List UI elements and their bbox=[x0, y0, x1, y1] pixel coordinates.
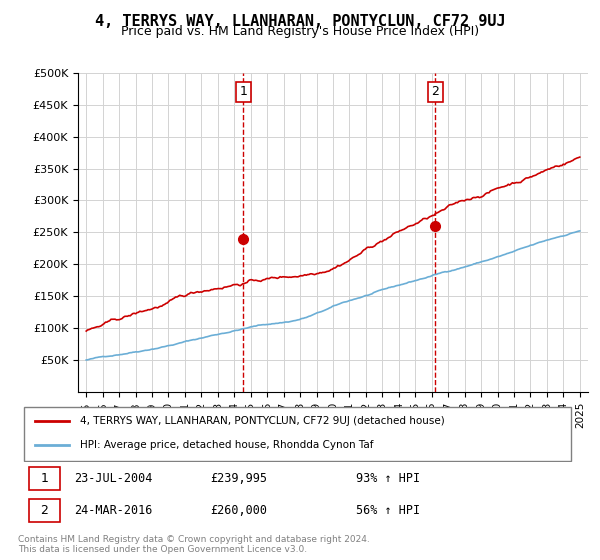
Text: 24-MAR-2016: 24-MAR-2016 bbox=[74, 504, 153, 517]
Text: 1: 1 bbox=[41, 472, 49, 484]
Text: Price paid vs. HM Land Registry's House Price Index (HPI): Price paid vs. HM Land Registry's House … bbox=[121, 25, 479, 38]
Text: 4, TERRYS WAY, LLANHARAN, PONTYCLUN, CF72 9UJ (detached house): 4, TERRYS WAY, LLANHARAN, PONTYCLUN, CF7… bbox=[80, 416, 445, 426]
Text: 2: 2 bbox=[431, 86, 439, 99]
Text: 56% ↑ HPI: 56% ↑ HPI bbox=[356, 504, 421, 517]
Text: 93% ↑ HPI: 93% ↑ HPI bbox=[356, 472, 421, 484]
Text: 23-JUL-2004: 23-JUL-2004 bbox=[74, 472, 153, 484]
FancyBboxPatch shape bbox=[29, 466, 60, 489]
Text: 2: 2 bbox=[41, 504, 49, 517]
Text: £260,000: £260,000 bbox=[210, 504, 267, 517]
Text: £239,995: £239,995 bbox=[210, 472, 267, 484]
Text: 4, TERRYS WAY, LLANHARAN, PONTYCLUN, CF72 9UJ: 4, TERRYS WAY, LLANHARAN, PONTYCLUN, CF7… bbox=[95, 14, 505, 29]
FancyBboxPatch shape bbox=[29, 499, 60, 522]
Text: Contains HM Land Registry data © Crown copyright and database right 2024.
This d: Contains HM Land Registry data © Crown c… bbox=[18, 535, 370, 554]
Text: HPI: Average price, detached house, Rhondda Cynon Taf: HPI: Average price, detached house, Rhon… bbox=[80, 440, 374, 450]
FancyBboxPatch shape bbox=[23, 407, 571, 461]
Text: 1: 1 bbox=[239, 86, 247, 99]
